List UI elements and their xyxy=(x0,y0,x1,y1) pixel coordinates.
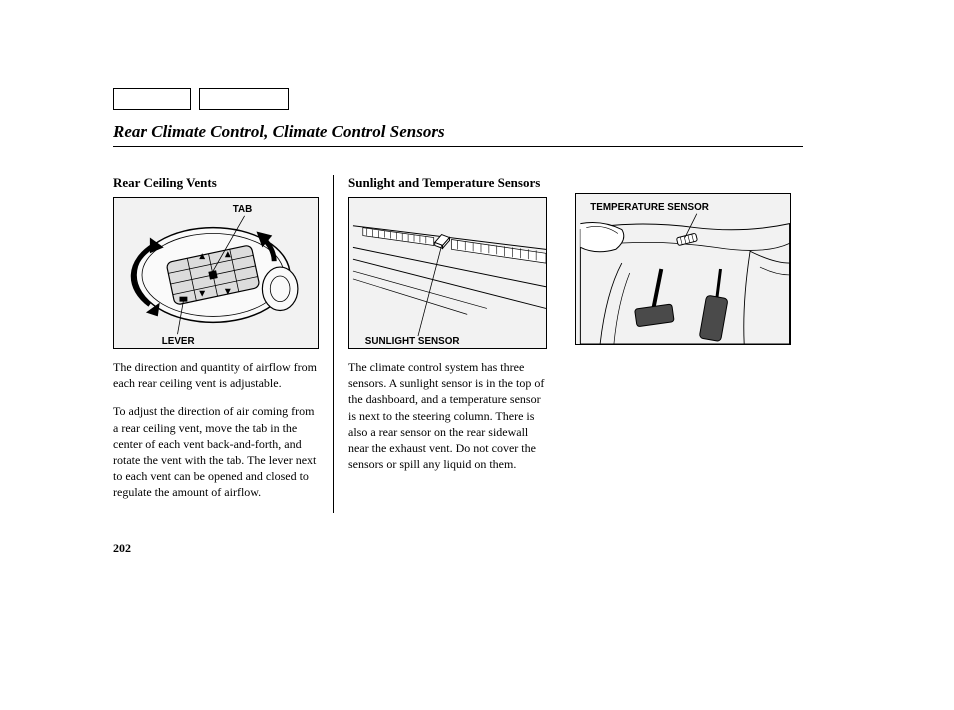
heading-rear-ceiling-vents: Rear Ceiling Vents xyxy=(113,175,319,191)
spacer xyxy=(575,175,791,193)
figure-sunlight-sensor: SUNLIGHT SENSOR xyxy=(348,197,547,349)
header-box-2 xyxy=(199,88,289,110)
callout-lever: LEVER xyxy=(162,336,195,347)
para-vent-adjust: To adjust the direction of air coming fr… xyxy=(113,403,319,500)
column-sensors: Sunlight and Temperature Sensors xyxy=(333,175,561,513)
callout-sunlight-sensor: SUNLIGHT SENSOR xyxy=(365,336,460,347)
page-title: Rear Climate Control, Climate Control Se… xyxy=(113,122,803,147)
header-box-1 xyxy=(113,88,191,110)
column-rear-ceiling-vents: Rear Ceiling Vents xyxy=(113,175,333,513)
figure-rear-ceiling-vent: TAB LEVER xyxy=(113,197,319,349)
figure-temperature-sensor: TEMPERATURE SENSOR xyxy=(575,193,791,345)
page-number: 202 xyxy=(113,541,803,556)
para-sensors: The climate control system has three sen… xyxy=(348,359,547,472)
callout-temp-sensor: TEMPERATURE SENSOR xyxy=(590,202,709,213)
para-vent-intro: The direction and quantity of airflow fr… xyxy=(113,359,319,391)
callout-tab: TAB xyxy=(233,204,253,215)
column-temp-sensor: TEMPERATURE SENSOR xyxy=(561,175,791,513)
manual-page: Rear Climate Control, Climate Control Se… xyxy=(113,88,803,556)
content-columns: Rear Ceiling Vents xyxy=(113,175,803,513)
header-placeholder-boxes xyxy=(113,88,803,110)
heading-sensors: Sunlight and Temperature Sensors xyxy=(348,175,547,191)
